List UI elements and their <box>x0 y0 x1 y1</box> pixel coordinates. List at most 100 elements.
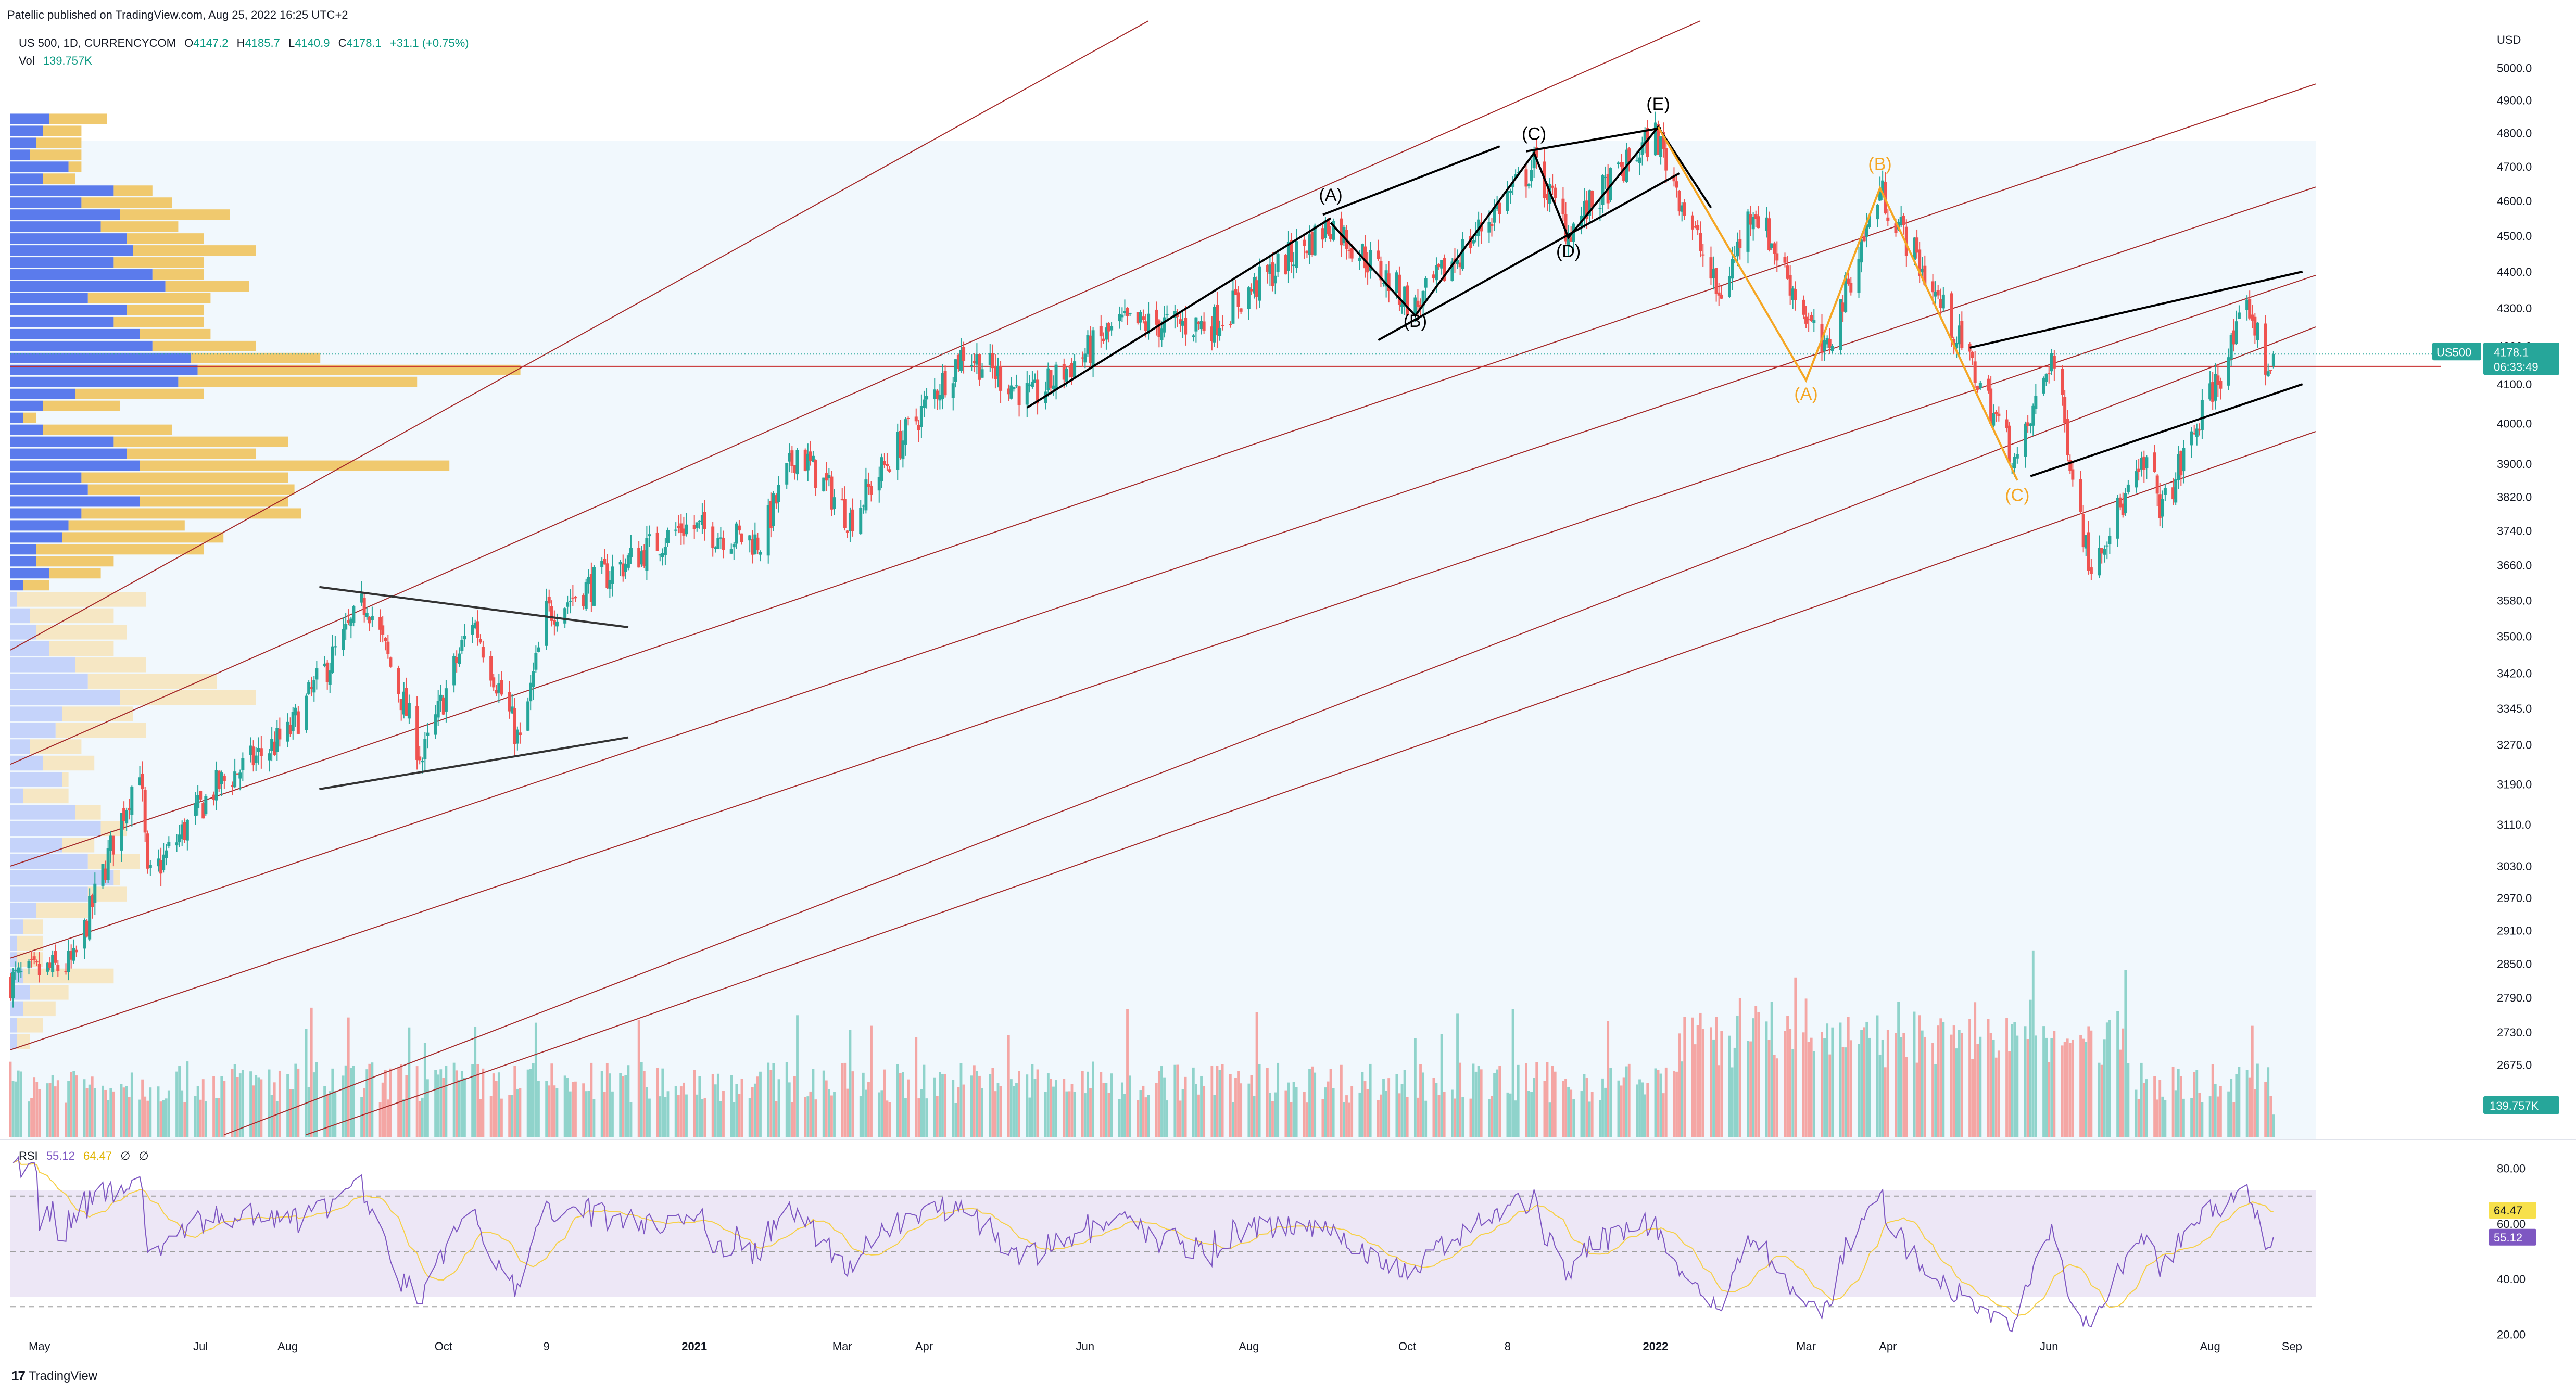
trend-line[interactable] <box>319 586 629 629</box>
channel-line[interactable] <box>10 274 2316 1050</box>
volume-bar <box>508 1095 511 1137</box>
volume-bar <box>1321 1099 1324 1137</box>
volume-bar <box>378 1102 382 1137</box>
candle-body <box>1862 236 1866 242</box>
symbol-name[interactable]: US 500, 1D, CURRENCYCOM <box>19 36 176 49</box>
channel-line[interactable] <box>224 326 2316 1135</box>
volume-bars <box>9 950 2275 1137</box>
trend-line[interactable] <box>319 736 629 790</box>
volume-bar <box>925 1098 928 1137</box>
candle-body <box>162 854 166 870</box>
hidden-eye-icon[interactable]: ∅ <box>138 1149 149 1162</box>
trend-lines <box>319 126 2303 790</box>
tradingview-logo[interactable]: 17 TradingView <box>11 1368 97 1384</box>
candle-body <box>2237 312 2241 319</box>
volume-bar <box>67 1081 70 1137</box>
candle-body <box>1958 325 1961 345</box>
channel-line[interactable] <box>10 20 1149 651</box>
trend-line[interactable] <box>1526 126 1661 153</box>
volume-bar <box>1089 1088 1092 1137</box>
volume-bar <box>389 1068 392 1137</box>
volume-bar <box>685 1094 688 1137</box>
volume-bar <box>1812 1051 1815 1137</box>
candle-body <box>463 636 466 640</box>
time-axis[interactable]: May Jul Aug Oct 9 2021 Mar Apr Jun Aug Oct 8 2022 Mar… <box>29 1340 2302 1353</box>
volume-profile-row <box>43 400 120 411</box>
candle-body <box>2200 400 2204 430</box>
volume-bar <box>120 1084 123 1137</box>
volume-bar <box>1718 1065 1721 1137</box>
volume-bar <box>107 1100 110 1137</box>
volume-bar <box>1939 1018 1942 1137</box>
candle-body <box>1564 214 1568 242</box>
trend-line[interactable] <box>1378 172 1680 341</box>
volume-bar <box>1678 1033 1681 1137</box>
volume-bar <box>1105 1083 1108 1137</box>
candle-body <box>1643 132 1647 144</box>
volume-bar <box>1126 1009 1129 1137</box>
low-value: 4140.9 <box>295 36 330 49</box>
candle-body <box>1788 275 1792 296</box>
candle-body <box>756 537 760 551</box>
volume-bar <box>1184 1076 1187 1137</box>
volume-bar <box>1070 1084 1074 1137</box>
channel-line[interactable] <box>10 20 1701 765</box>
volume-bar <box>1955 1048 1958 1137</box>
price-axis[interactable]: 2675.0 2730.0 2790.0 2850.0 2910.0 2970.0 3030… <box>2432 61 2559 1114</box>
trend-line[interactable] <box>2030 383 2303 477</box>
volume-bar <box>1400 1084 1404 1137</box>
candle-body <box>2031 405 2035 426</box>
volume-bar <box>722 1091 725 1137</box>
wave-label: (B) <box>1404 311 1427 331</box>
candle-body <box>1860 239 1863 263</box>
candle-body <box>637 548 641 568</box>
candle-body <box>515 729 519 744</box>
volume-bar <box>1601 1078 1604 1137</box>
volume-bar <box>2142 1083 2145 1137</box>
channel-line[interactable] <box>306 431 2316 1135</box>
candle-body <box>122 808 126 821</box>
candle-body <box>1432 274 1435 278</box>
volume-label[interactable]: Vol <box>19 54 35 67</box>
volume-bar <box>1937 1025 1940 1137</box>
candle-body <box>1939 299 1942 308</box>
volume-profile-row <box>17 1034 30 1049</box>
volume-bar <box>1583 1074 1586 1137</box>
rsi-axis[interactable]: 20.00 40.00 60.00 80.00 64.47 55.12 <box>2489 1162 2536 1341</box>
candle-body <box>88 896 92 940</box>
volume-bar <box>1770 1002 1773 1137</box>
hidden-eye-icon[interactable]: ∅ <box>120 1149 131 1162</box>
wave-path[interactable] <box>1657 126 2018 481</box>
volume-bar <box>904 1098 907 1137</box>
candle-body <box>1532 151 1536 169</box>
trend-line[interactable] <box>1322 145 1500 216</box>
candle-body <box>1007 388 1011 395</box>
candle-body <box>2192 433 2196 435</box>
trend-line[interactable] <box>1969 270 2303 349</box>
channel-line[interactable] <box>10 83 2316 867</box>
candle-body <box>333 646 337 648</box>
volume-bar <box>1308 1069 1311 1137</box>
candle-body <box>1321 228 1324 240</box>
candle-body <box>325 662 329 682</box>
volume-bar <box>2198 1093 2201 1137</box>
candle-body <box>605 563 609 588</box>
candle-body <box>344 624 348 630</box>
candle-body <box>774 495 778 504</box>
candle-body <box>2171 487 2175 500</box>
channel-line[interactable] <box>10 186 2316 959</box>
volume-profile-row <box>10 221 101 232</box>
volume-bar <box>714 1084 717 1137</box>
candle-body <box>2081 514 2085 548</box>
trend-line[interactable] <box>1026 217 1332 409</box>
volume-bar <box>701 1099 704 1137</box>
volume-bar <box>11 1081 15 1137</box>
volume-bar <box>809 1091 812 1137</box>
candle-body <box>56 965 60 971</box>
candle-body <box>2089 567 2093 574</box>
volume-bar <box>2066 1038 2069 1137</box>
price-tick-label: 3660.0 <box>2497 559 2532 572</box>
candle-body <box>120 813 123 851</box>
rsi-label[interactable]: RSI <box>19 1149 38 1162</box>
